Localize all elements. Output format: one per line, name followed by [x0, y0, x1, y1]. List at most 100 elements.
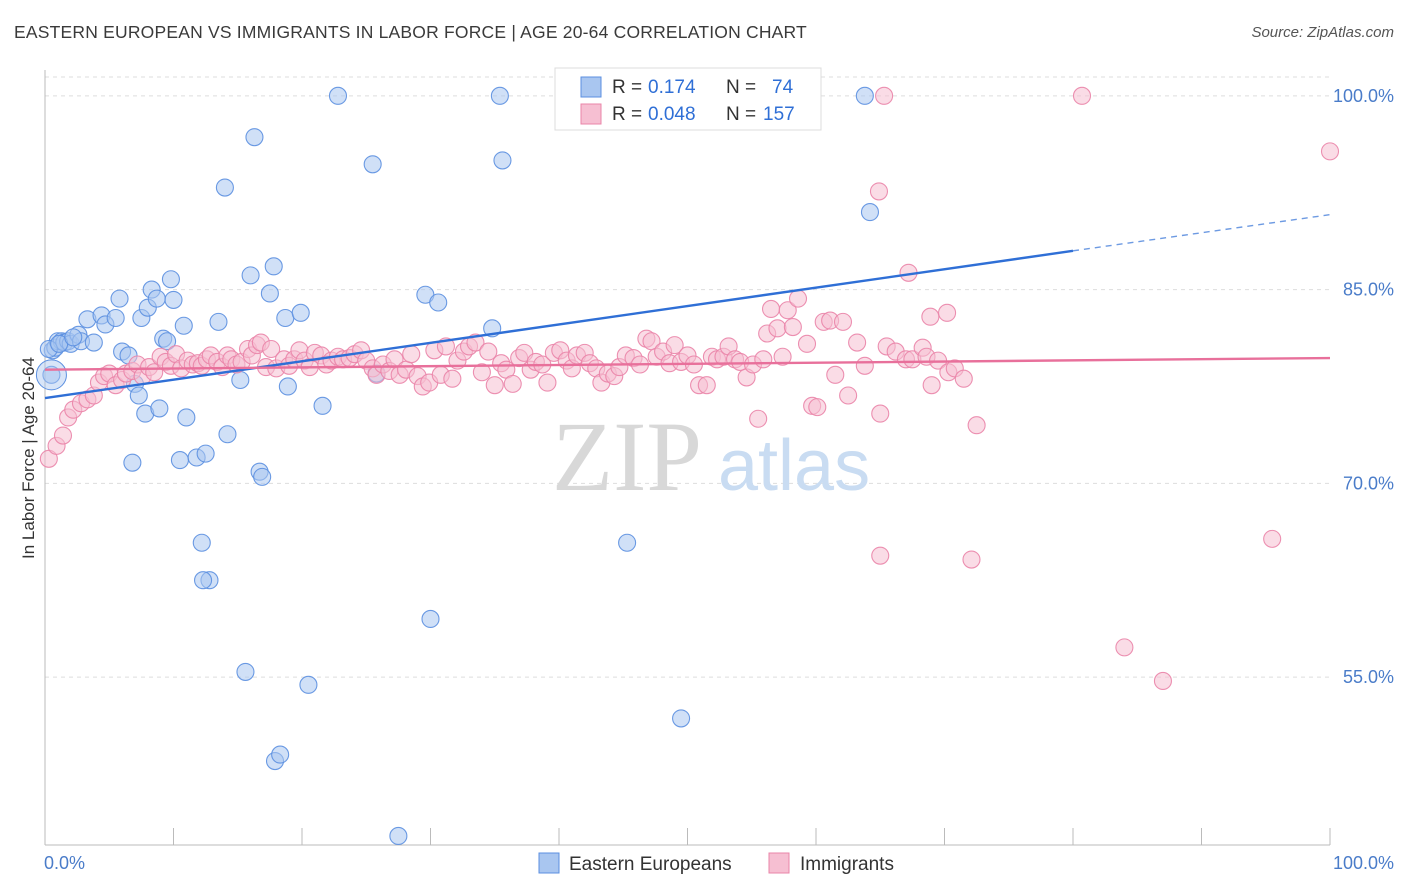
immigrants-point-78: [472, 363, 491, 382]
eastern-europeans-point-54: [299, 675, 318, 694]
trend-lines: [44, 213, 1331, 400]
eastern-europeans-point-large: [35, 359, 67, 391]
legend-r-label-2: R =: [612, 104, 642, 125]
eastern-europeans-point-11: [84, 333, 103, 352]
eastern-europeans-point-39: [215, 178, 234, 197]
legend-n-value-1: 74: [772, 77, 794, 98]
eastern-europeans-point-73: [64, 328, 83, 347]
immigrants-point-128: [768, 319, 787, 338]
eastern-europeans-point-59: [389, 826, 408, 846]
eastern-europeans-point-31: [170, 451, 189, 470]
immigrants-point-160: [1072, 86, 1092, 105]
eastern-europeans-point-30: [164, 290, 183, 309]
series-legend-label-immigrants: Immigrants: [800, 854, 894, 875]
immigrants-point-77: [466, 333, 485, 352]
watermark-atlas: atlas: [718, 426, 870, 506]
trend-line-immigrants: [44, 356, 1331, 371]
legend-r-value-1: 0.174: [648, 77, 696, 98]
eastern-europeans-point-62: [429, 293, 448, 312]
legend-swatch-blue: [580, 76, 602, 98]
eastern-europeans-point-70: [194, 571, 213, 590]
immigrants-point-73: [443, 369, 462, 388]
legend-swatch-pink: [580, 103, 602, 125]
immigrants-point-139: [833, 312, 853, 331]
eastern-europeans-point-35: [192, 533, 211, 552]
eastern-europeans-point-66: [618, 533, 637, 552]
immigrants-point-131: [783, 317, 802, 337]
eastern-europeans-point-67: [672, 709, 691, 728]
watermark-zip: ZIP: [552, 401, 702, 512]
immigrants-point-155: [967, 416, 986, 435]
eastern-europeans-point-28: [158, 332, 177, 351]
eastern-europeans-point-61: [421, 609, 440, 629]
immigrants-point-141: [848, 333, 867, 352]
y-axis-label: In Labor Force | Age 20-64: [19, 357, 38, 559]
eastern-europeans-point-38: [209, 312, 228, 331]
eastern-europeans-point-51: [276, 308, 295, 328]
eastern-europeans-point-64: [490, 86, 509, 105]
eastern-europeans-point-47: [260, 284, 279, 303]
y-tick-label-2: 85.0%: [1343, 280, 1394, 300]
immigrants-point-66: [402, 345, 421, 364]
immigrants-point-138: [826, 365, 845, 384]
eastern-europeans-point-41: [231, 370, 250, 390]
eastern-europeans-point-53: [291, 303, 310, 322]
trend-line-eastern-europeans: [44, 249, 1074, 400]
immigrants-point-132: [788, 289, 808, 308]
immigrants-point-166: [921, 307, 940, 326]
eastern-europeans-point-42: [236, 662, 255, 681]
chart-title: EASTERN EUROPEAN VS IMMIGRANTS IN LABOR …: [14, 22, 807, 42]
eastern-europeans-point-44: [245, 128, 264, 147]
y-tick-label-3: 100.0%: [1333, 86, 1394, 106]
eastern-europeans-point-57: [363, 155, 382, 174]
immigrants-point-127: [761, 299, 781, 319]
immigrants-point-124: [749, 409, 768, 428]
eastern-europeans-point-46: [253, 467, 272, 486]
legend-n-label-2: N =: [726, 104, 756, 125]
eastern-europeans-point-52: [278, 377, 297, 396]
immigrants-point-158: [875, 86, 894, 105]
series-immigrants-points: [39, 86, 1340, 691]
eastern-europeans-point-48: [264, 257, 283, 276]
immigrants-point-89: [538, 373, 557, 392]
immigrants-point-129: [773, 347, 792, 366]
eastern-europeans-point-32: [174, 316, 193, 335]
eastern-europeans-point-50: [271, 745, 290, 764]
eastern-europeans-point-55: [313, 396, 332, 415]
legend-r-label-1: R =: [612, 77, 642, 98]
eastern-europeans-point-25: [147, 289, 166, 308]
eastern-europeans-point-40: [218, 425, 237, 444]
immigrants-point-41: [262, 339, 281, 359]
immigrants-point-162: [1153, 671, 1172, 691]
immigrants-point-140: [839, 386, 858, 405]
immigrants-point-163: [1263, 529, 1282, 548]
eastern-europeans-point-19: [129, 386, 148, 405]
x-tick-label-min: 0.0%: [44, 853, 85, 873]
immigrants-point-110: [665, 336, 684, 355]
y-tick-label-1: 70.0%: [1343, 473, 1394, 493]
eastern-europeans-point-22: [123, 453, 142, 472]
immigrants-point-133: [797, 334, 817, 353]
eastern-europeans-point-65: [493, 151, 512, 170]
immigrants-point-80: [485, 376, 504, 395]
eastern-europeans-point-43: [241, 266, 260, 285]
eastern-europeans-point-69: [860, 203, 880, 222]
y-tick-label-0: 55.0%: [1343, 667, 1394, 687]
immigrants-point-142: [855, 356, 874, 375]
source-label: Source: ZipAtlas.com: [1251, 24, 1394, 41]
series-eastern-europeans-points: [35, 86, 880, 846]
immigrants-point-156: [871, 546, 890, 565]
watermark: ZIP atlas: [552, 401, 870, 512]
immigrants-point-154: [954, 369, 973, 388]
series-legend-swatch-pink: [768, 852, 790, 874]
eastern-europeans-point-36: [196, 444, 215, 463]
immigrants-point-164: [1320, 142, 1340, 161]
series-legend: Eastern Europeans Immigrants: [538, 852, 894, 875]
legend-r-value-2: 0.048: [648, 104, 696, 125]
immigrants-point-165: [938, 303, 957, 322]
x-tick-label-max: 100.0%: [1333, 853, 1394, 873]
series-legend-label-eastern-europeans: Eastern Europeans: [569, 854, 732, 875]
eastern-europeans-point-15: [110, 289, 129, 308]
eastern-europeans-point-26: [150, 399, 169, 418]
